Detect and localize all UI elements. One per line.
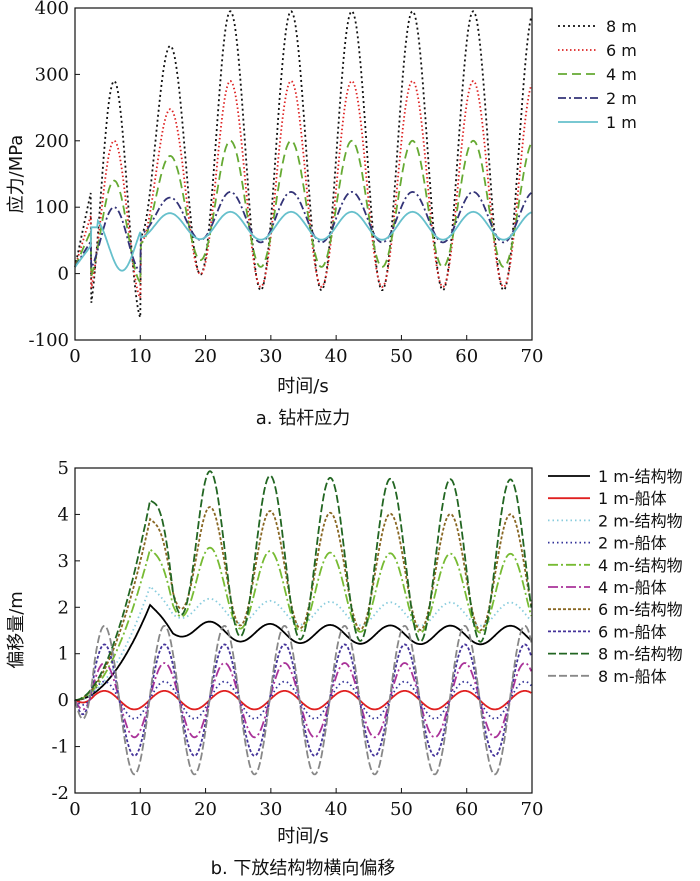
- legend-label: 4 m-船体: [598, 578, 667, 597]
- stress-caption: a. 钻杆应力: [256, 408, 350, 429]
- stress-series-2m: [74, 190, 532, 274]
- legend-label: 8 m-结构物: [598, 645, 683, 664]
- legend-label: 6 m-船体: [598, 622, 667, 641]
- x-tick-label: 70: [521, 346, 544, 367]
- legend-label: 2 m-船体: [598, 534, 667, 553]
- legend-label: 2 m-结构物: [598, 511, 683, 530]
- legend-label: 1 m-结构物: [598, 467, 683, 486]
- offset-chart: 0 10 20 30 40 50 60 70 -2 -1 0 1 2 3 4 5 偏移量/m 时间/s b. …: [6, 458, 683, 879]
- y-tick-label: 400: [35, 0, 69, 19]
- x-tick-label: 60: [455, 346, 478, 367]
- x-tick-label: 30: [259, 799, 282, 820]
- stress-series-4m: [74, 139, 533, 285]
- legend-label: 6 m-结构物: [598, 600, 683, 619]
- legend-label: 2 m: [606, 89, 637, 108]
- y-tick-label: 0: [58, 264, 69, 285]
- offset-series-6: [74, 662, 533, 739]
- offset-series-lines: [74, 470, 533, 776]
- x-tick-label: 50: [390, 799, 413, 820]
- y-tick-label: 2: [58, 597, 69, 618]
- stress-y-axis-label: 应力/MPa: [6, 135, 27, 214]
- y-tick-label: 0: [58, 690, 69, 711]
- offset-series-5: [75, 546, 533, 701]
- x-tick-label: 40: [325, 346, 348, 367]
- offset-series-1: [75, 603, 532, 701]
- y-tick-label: 4: [58, 504, 69, 525]
- offset-y-axis-label: 偏移量/m: [6, 591, 27, 669]
- x-tick-label: 20: [194, 799, 217, 820]
- y-tick-label: -2: [51, 783, 69, 804]
- legend-label: 8 m-船体: [598, 667, 667, 686]
- legend-label: 4 m-结构物: [598, 556, 683, 575]
- legend-label: 4 m: [606, 65, 637, 84]
- y-tick-label: 300: [35, 64, 69, 85]
- offset-x-axis-label: 时间/s: [277, 826, 328, 847]
- x-tick-label: 10: [129, 346, 152, 367]
- offset-legend: 1 m-结构物 1 m-船体 2 m-结构物 2 m-船体 4 m-结构物 4 m-船体 6…: [548, 467, 683, 686]
- x-tick-label: 40: [325, 799, 348, 820]
- y-tick-label: 1: [58, 644, 69, 665]
- stress-series-lines: [74, 10, 533, 318]
- legend-label: 1 m: [606, 113, 637, 132]
- y-tick-label: -100: [29, 330, 69, 351]
- x-tick-label: 50: [390, 346, 413, 367]
- x-tick-label: 60: [455, 799, 478, 820]
- y-tick-label: -1: [51, 737, 69, 758]
- x-tick-label: 0: [69, 799, 80, 820]
- offset-series-10: [74, 624, 533, 776]
- x-tick-label: 20: [194, 346, 217, 367]
- stress-series-1m: [74, 210, 532, 272]
- y-tick-label: 3: [58, 551, 69, 572]
- x-tick-label: 70: [521, 799, 544, 820]
- legend-label: 8 m: [606, 17, 637, 36]
- stress-legend: 8 m 6 m 4 m 2 m 1 m: [558, 17, 637, 132]
- offset-caption: b. 下放结构物横向偏移: [211, 858, 396, 879]
- y-tick-label: 100: [35, 197, 69, 218]
- offset-series-2: [74, 690, 532, 711]
- stress-x-axis-label: 时间/s: [277, 376, 328, 397]
- stress-series-8m: [74, 10, 533, 318]
- x-tick-label: 30: [259, 346, 282, 367]
- stress-plot-frame: [74, 7, 533, 341]
- y-tick-label: 5: [58, 458, 69, 479]
- x-tick-label: 0: [69, 346, 80, 367]
- offset-plot-frame: [74, 467, 533, 794]
- offset-series-9: [75, 470, 533, 701]
- y-tick-label: 200: [35, 131, 69, 152]
- legend-label: 6 m: [606, 41, 637, 60]
- stress-series-6m: [74, 80, 533, 301]
- legend-label: 1 m-船体: [598, 489, 667, 508]
- offset-axis-ticks: 0 10 20 30 40 50 60 70 -2 -1 0 1 2 3 4 5: [51, 458, 543, 820]
- x-tick-label: 10: [129, 799, 152, 820]
